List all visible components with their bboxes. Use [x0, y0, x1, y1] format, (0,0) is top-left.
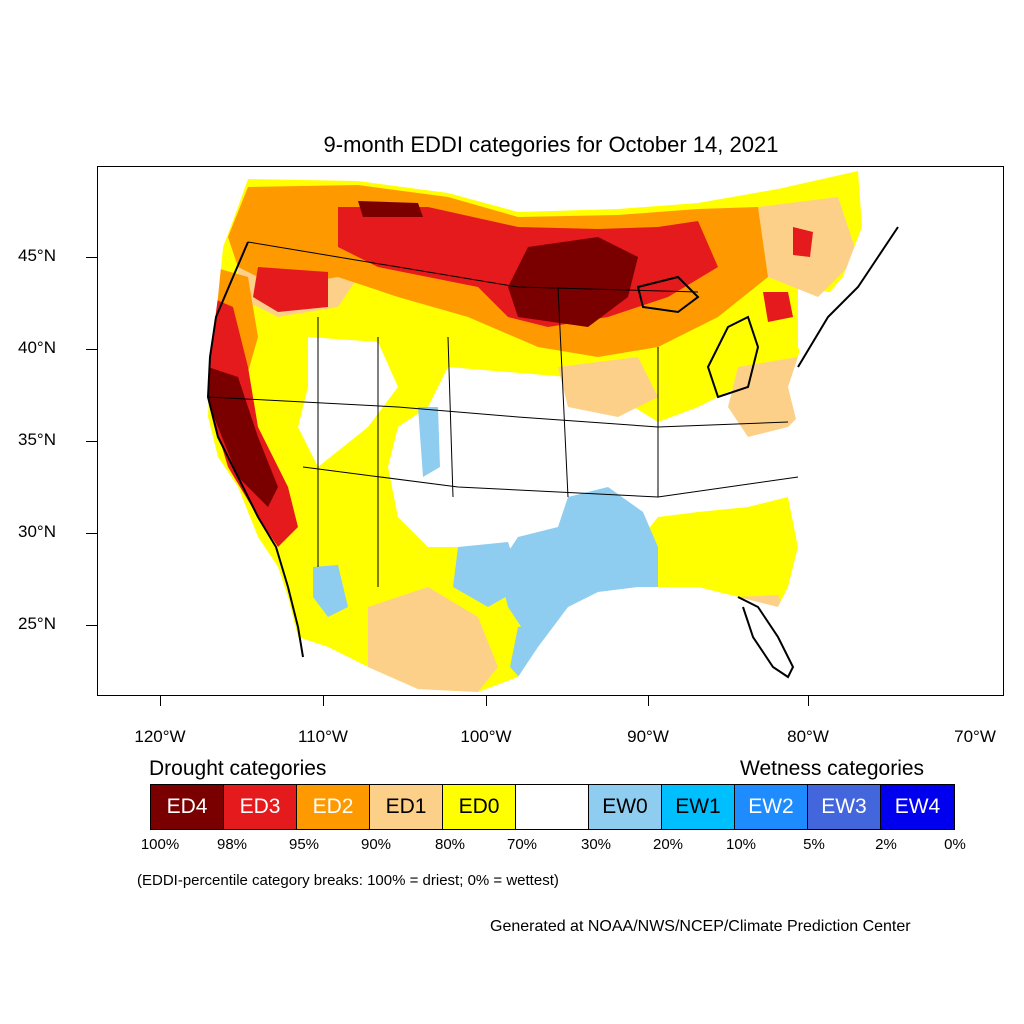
legend-swatch-ew2: EW2: [735, 785, 808, 829]
category-legend: ED4 ED3 ED2 ED1 ED0 EW0 EW1 EW2 EW3 EW4: [150, 784, 955, 830]
lat-label: 45°N: [18, 246, 56, 265]
lon-label: 70°W: [954, 727, 996, 746]
ew0-area: [418, 407, 440, 477]
lon-tick: [808, 696, 809, 706]
lat-label: 30°N: [18, 522, 56, 541]
percentile-break: 5%: [803, 836, 825, 853]
wetness-heading: Wetness categories: [740, 757, 925, 780]
legend-swatch-ew0: EW0: [589, 785, 662, 829]
ed4-area: [358, 201, 423, 217]
lat-label: 35°N: [18, 430, 56, 449]
legend-swatch-normal: [516, 785, 589, 829]
credit-line: Generated at NOAA/NWS/NCEP/Climate Predi…: [490, 918, 911, 935]
percentile-break: 0%: [944, 836, 966, 853]
map-title: 9-month EDDI categories for October 14, …: [323, 132, 779, 157]
lon-label: 110°W: [298, 727, 348, 746]
ed4-area: [508, 237, 638, 327]
legend-swatch-ed3: ED3: [224, 785, 297, 829]
legend-swatch-ew4: EW4: [881, 785, 954, 829]
ew0-area: [453, 542, 523, 607]
lon-tick: [486, 696, 487, 706]
category-note: (EDDI-percentile category breaks: 100% =…: [137, 872, 559, 889]
lat-label: 40°N: [18, 338, 56, 357]
legend-swatch-ed2: ED2: [297, 785, 370, 829]
ed1-area: [558, 357, 658, 417]
ed4-area: [206, 367, 278, 507]
percentile-break: 10%: [725, 836, 757, 853]
coastline: [206, 226, 899, 679]
legend-swatch-ew3: EW3: [808, 785, 881, 829]
legend-swatch-ew1: EW1: [662, 785, 735, 829]
state-borders: [207, 241, 799, 587]
lon-tick: [160, 696, 161, 706]
percentile-break: 2%: [875, 836, 897, 853]
lon-tick: [648, 696, 649, 706]
ed3-area: [763, 292, 793, 322]
drought-heading: Drought categories: [149, 757, 327, 780]
lat-tick: [86, 257, 97, 258]
percentile-break: 95%: [288, 836, 320, 853]
lon-tick: [323, 696, 324, 706]
lat-tick: [86, 441, 97, 442]
lat-tick: [86, 349, 97, 350]
percentile-break: 30%: [580, 836, 612, 853]
lon-label: 80°W: [787, 727, 829, 746]
percentile-break: 80%: [434, 836, 466, 853]
ed3-area: [793, 227, 813, 257]
outside-coverage: [482, 167, 1003, 695]
percentile-break: 70%: [506, 836, 538, 853]
eddi-map: [97, 166, 1004, 696]
lon-label: 120°W: [134, 727, 186, 746]
lon-label: 100°W: [460, 727, 512, 746]
ew0-area: [313, 565, 348, 617]
lat-label: 25°N: [18, 614, 56, 633]
percentile-break: 90%: [360, 836, 392, 853]
near-normal-area: [298, 337, 398, 467]
legend-swatch-ed1: ED1: [370, 785, 443, 829]
lon-label: 90°W: [627, 727, 669, 746]
outside-coverage: [98, 167, 415, 695]
lat-tick: [86, 533, 97, 534]
ed1-area: [368, 587, 498, 692]
legend-swatch-ed0: ED0: [443, 785, 516, 829]
legend-swatch-ed4: ED4: [151, 785, 224, 829]
eddi-map-svg: [98, 167, 1003, 695]
ed3-area: [253, 267, 328, 312]
lat-tick: [86, 625, 97, 626]
percentile-break: 98%: [216, 836, 248, 853]
percentile-break: 20%: [652, 836, 684, 853]
percentile-break: 100%: [140, 836, 180, 853]
